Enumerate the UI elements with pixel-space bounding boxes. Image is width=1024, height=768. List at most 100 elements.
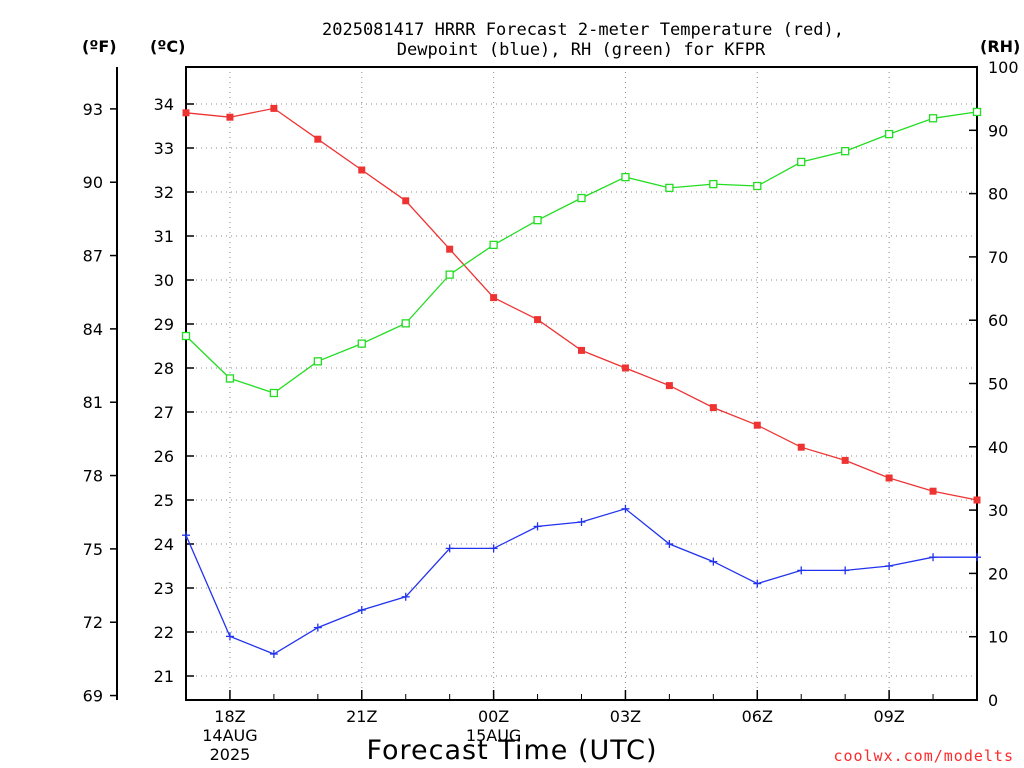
dewpoint-point bbox=[797, 566, 806, 575]
rh-point bbox=[533, 216, 542, 225]
rh-point bbox=[841, 147, 850, 156]
fahrenheit-tick-label: 84 bbox=[83, 320, 103, 339]
rh-point bbox=[709, 179, 718, 189]
x-tick-date-label: 14AUG bbox=[202, 726, 257, 745]
rh-tick-label: 40 bbox=[988, 438, 1008, 457]
fahrenheit-tick-label: 90 bbox=[83, 173, 103, 192]
rh-point bbox=[884, 129, 894, 139]
celsius-tick-label: 31 bbox=[154, 227, 174, 246]
celsius-tick-label: 28 bbox=[154, 359, 174, 378]
rh-unit-label: (RH) bbox=[980, 37, 1020, 56]
rh-point bbox=[972, 107, 982, 117]
rh-tick-label: 100 bbox=[988, 58, 1019, 77]
x-tick-label: 18Z bbox=[214, 707, 245, 726]
rh-point bbox=[621, 172, 630, 182]
series bbox=[181, 104, 982, 658]
temperature-point bbox=[753, 421, 761, 429]
temperature-point bbox=[182, 109, 190, 117]
temperature-point bbox=[841, 456, 849, 464]
rh-point bbox=[225, 374, 235, 383]
rh-point bbox=[928, 114, 938, 123]
temperature-point bbox=[885, 474, 893, 482]
x-tick-date-label: 15AUG bbox=[466, 726, 521, 745]
rh-point bbox=[181, 331, 191, 341]
rh-point bbox=[401, 319, 410, 328]
dewpoint-point bbox=[401, 592, 410, 601]
chart-title-line-1: 2025081417 HRRR Forecast 2-meter Tempera… bbox=[322, 20, 844, 40]
rh-tick-label: 10 bbox=[988, 628, 1008, 647]
rh-tick-label: 70 bbox=[988, 248, 1008, 267]
dewpoint-point bbox=[709, 557, 718, 566]
dewpoint-point bbox=[885, 562, 894, 570]
dewpoint-point bbox=[357, 606, 366, 614]
fahrenheit-tick-label: 81 bbox=[83, 393, 103, 412]
temperature-point bbox=[358, 166, 366, 174]
dewpoint-point bbox=[313, 623, 322, 632]
temperature-point bbox=[797, 443, 805, 451]
x-tick-label: 06Z bbox=[742, 707, 773, 726]
temperature-point bbox=[973, 496, 981, 504]
rh-tick-label: 50 bbox=[988, 375, 1008, 394]
dewpoint-point bbox=[753, 579, 762, 588]
axes bbox=[110, 66, 978, 701]
rh-point bbox=[577, 193, 586, 203]
dewpoint-point bbox=[665, 540, 674, 548]
dewpoint-point bbox=[182, 531, 190, 540]
fahrenheit-unit-label: (ºF) bbox=[82, 37, 117, 56]
plot-frame bbox=[185, 66, 978, 701]
x-tick-year-label: 2025 bbox=[210, 745, 251, 764]
temperature-point bbox=[665, 382, 673, 390]
temperature-point bbox=[446, 245, 454, 253]
x-axis-label: Forecast Time (UTC) bbox=[366, 735, 657, 766]
celsius-tick-label: 34 bbox=[154, 95, 174, 114]
dewpoint-point bbox=[929, 553, 938, 562]
celsius-tick-label: 30 bbox=[154, 271, 174, 290]
celsius-tick-label: 29 bbox=[154, 315, 174, 334]
celsius-tick-label: 27 bbox=[154, 403, 174, 422]
rh-tick-label: 20 bbox=[988, 564, 1008, 583]
celsius-tick-label: 21 bbox=[154, 667, 174, 686]
temperature-point bbox=[490, 294, 498, 302]
x-tick-label: 03Z bbox=[610, 707, 641, 726]
rh-tick-label: 30 bbox=[988, 501, 1008, 520]
rh-point bbox=[753, 181, 762, 191]
rh-point bbox=[313, 357, 322, 366]
temperature-line bbox=[185, 107, 978, 501]
rh-point bbox=[269, 388, 279, 398]
dewpoint-point bbox=[577, 518, 586, 526]
rh-tick-label: 90 bbox=[988, 121, 1008, 140]
credit-text: coolwx.com/modelts bbox=[833, 747, 1014, 765]
celsius-tick-label: 22 bbox=[154, 623, 174, 642]
fahrenheit-tick-label: 78 bbox=[83, 467, 103, 486]
celsius-tick-label: 33 bbox=[154, 139, 174, 158]
temperature-point bbox=[709, 404, 717, 412]
fahrenheit-tick-label: 87 bbox=[83, 247, 103, 266]
x-tick-label: 00Z bbox=[478, 707, 509, 726]
celsius-tick-label: 32 bbox=[154, 183, 174, 202]
dewpoint-point bbox=[489, 544, 498, 553]
rh-tick-label: 60 bbox=[988, 311, 1008, 330]
temperature-point bbox=[402, 197, 410, 205]
temperature-point bbox=[929, 487, 937, 495]
tick-labels: 69 72 75 78 81 84 87 90 93 21 22 23 24 25 26 27 28 29 30 31… bbox=[83, 58, 1019, 764]
dewpoint-point bbox=[973, 553, 981, 562]
fahrenheit-tick-label: 75 bbox=[83, 540, 103, 559]
dewpoint-point bbox=[533, 522, 542, 531]
temperature-point bbox=[314, 135, 322, 143]
dewpoint-point bbox=[445, 544, 454, 553]
dewpoint-point bbox=[841, 566, 850, 575]
fahrenheit-tick-label: 93 bbox=[83, 100, 103, 119]
temperature-point bbox=[270, 104, 278, 112]
fahrenheit-tick-label: 72 bbox=[83, 613, 103, 632]
x-tick-label: 21Z bbox=[346, 707, 377, 726]
x-tick-label: 09Z bbox=[873, 707, 904, 726]
rh-point bbox=[665, 183, 674, 193]
fahrenheit-tick-label: 69 bbox=[83, 687, 103, 706]
rh-tick-label: 0 bbox=[988, 691, 998, 710]
rh-point bbox=[797, 157, 806, 167]
celsius-tick-label: 26 bbox=[154, 447, 174, 466]
temperature-point bbox=[534, 316, 542, 324]
celsius-tick-label: 25 bbox=[154, 491, 174, 510]
dewpoint-point bbox=[269, 650, 278, 658]
